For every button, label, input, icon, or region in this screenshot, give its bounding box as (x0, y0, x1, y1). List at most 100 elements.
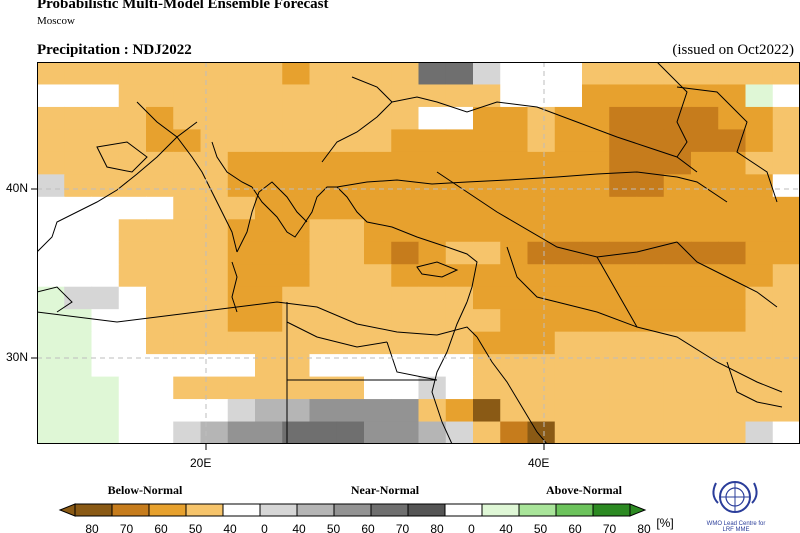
grid-cell (772, 376, 800, 400)
grid-cell (282, 151, 311, 175)
grid-cell (582, 399, 610, 423)
grid-cell (718, 241, 747, 265)
x-tick-20e: 20E (190, 456, 212, 470)
grid-cell (200, 241, 229, 265)
grid-cell (636, 129, 665, 153)
grid-cell (582, 196, 610, 220)
legend-unit: [%] (656, 516, 673, 530)
grid-cell (745, 286, 774, 310)
grid-cell (64, 376, 93, 400)
grid-cell (772, 241, 800, 265)
grid-cell (118, 196, 147, 220)
grid-cell (391, 84, 420, 108)
grid-cell (500, 219, 529, 243)
grid-cell (445, 151, 474, 175)
grid-cell (37, 219, 65, 243)
grid-cell (527, 241, 556, 265)
grid-cell (391, 399, 420, 423)
grid-cell (582, 151, 610, 175)
grid-cell (200, 399, 229, 423)
grid-cell (118, 219, 147, 243)
issued-date-label: (issued on Oct2022) (672, 42, 794, 58)
grid-cell (718, 331, 747, 355)
grid-cell (718, 399, 747, 423)
grid-cell (609, 331, 638, 355)
grid-cell (772, 399, 800, 423)
grid-cell (418, 331, 447, 355)
grid-cell (609, 376, 638, 400)
grid-cell (663, 309, 692, 333)
grid-cell (282, 331, 311, 355)
grid-cell (636, 286, 665, 310)
grid-cell (391, 286, 420, 310)
grid-cell (364, 241, 392, 265)
grid-cell (445, 286, 474, 310)
grid-cell (173, 196, 202, 220)
grid-cell (582, 106, 610, 131)
grid-cell (336, 286, 365, 310)
grid-cell (146, 421, 174, 444)
legend-swatch (333, 503, 372, 517)
grid-cell (37, 331, 65, 355)
grid-cell (527, 354, 556, 378)
probability-legend: Below-Normal Near-Normal Above-Normal 80… (58, 483, 674, 533)
grid-cell (364, 62, 392, 86)
grid-cell (255, 151, 283, 175)
grid-cell (173, 84, 202, 108)
grid-cell (37, 106, 65, 131)
grid-cell (37, 129, 65, 153)
grid-cell (718, 286, 747, 310)
grid-cell (227, 399, 256, 423)
grid-cell (772, 129, 800, 153)
forecast-centre-label: Moscow (37, 15, 75, 27)
grid-cell (336, 151, 365, 175)
grid-cell (418, 376, 447, 400)
grid-cell (91, 106, 120, 131)
grid-cell (364, 376, 392, 400)
grid-cell (636, 219, 665, 243)
grid-cell (445, 196, 474, 220)
legend-swatch (185, 503, 224, 517)
grid-cell (64, 106, 93, 131)
grid-cell (91, 421, 120, 444)
grid-cell (336, 264, 365, 288)
grid-cell (473, 286, 501, 310)
grid-cell (473, 241, 501, 265)
grid-cell (309, 241, 338, 265)
grid-cell (227, 196, 256, 220)
grid-cell (609, 264, 638, 288)
grid-cell (364, 106, 392, 131)
legend-value-label: 70 (396, 522, 410, 533)
grid-cell (500, 286, 529, 310)
grid-cell (582, 129, 610, 153)
grid-cell (173, 354, 202, 378)
grid-cell (309, 129, 338, 153)
grid-cell (473, 196, 501, 220)
grid-cell (473, 354, 501, 378)
grid-cell (418, 286, 447, 310)
grid-cell (691, 399, 719, 423)
grid-cell (227, 84, 256, 108)
grid-cell (554, 376, 583, 400)
grid-cell (691, 84, 719, 108)
grid-cell (609, 151, 638, 175)
grid-cell (582, 62, 610, 86)
wmo-emblem-icon (712, 481, 758, 513)
grid-cell (336, 106, 365, 131)
grid-cell (91, 174, 120, 198)
grid-cell (418, 174, 447, 198)
grid-cell (473, 129, 501, 153)
grid-cell (609, 399, 638, 423)
grid-cell (418, 84, 447, 108)
grid-cell (227, 241, 256, 265)
legend-above-normal: Above-Normal (546, 483, 623, 497)
grid-cell (64, 174, 93, 198)
grid-cell (772, 286, 800, 310)
grid-cell (309, 331, 338, 355)
grid-cell (146, 196, 174, 220)
grid-cell (336, 399, 365, 423)
grid-cell (772, 219, 800, 243)
grid-cell (691, 196, 719, 220)
grid-cell (609, 106, 638, 131)
